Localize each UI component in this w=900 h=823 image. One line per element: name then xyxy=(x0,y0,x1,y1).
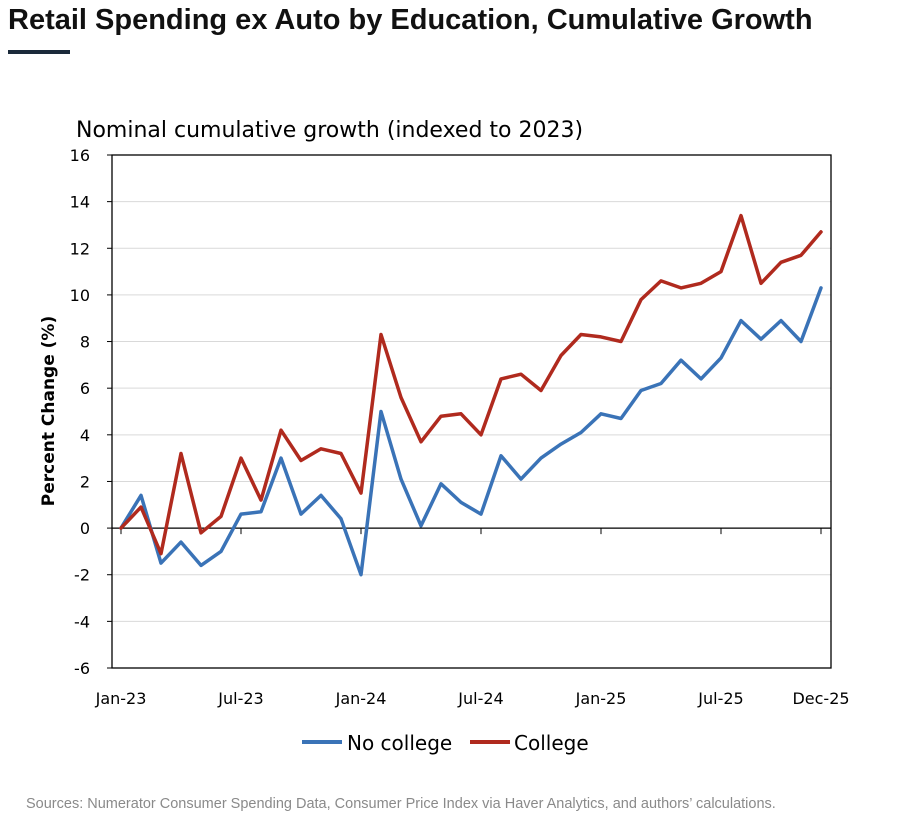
x-tick-label: Jan-23 xyxy=(95,689,147,708)
y-tick-label: 6 xyxy=(80,379,90,398)
x-axis-ticks: Jan-23 Jul-23 Jan-24 Jul-24 Jan-25 Jul-25 Dec-… xyxy=(95,689,850,708)
x-tick-label: Jan-25 xyxy=(575,689,627,708)
x-tick-label: Jan-24 xyxy=(335,689,387,708)
y-tick-label: -6 xyxy=(74,659,90,678)
y-tick-label: 16 xyxy=(70,146,90,165)
source-note: Sources: Numerator Consumer Spending Dat… xyxy=(26,796,776,812)
series-line-college xyxy=(119,213,823,556)
y-tick-label: 14 xyxy=(70,193,90,212)
y-tick-label: -2 xyxy=(74,566,90,585)
x-tick-label: Jul-23 xyxy=(217,689,263,708)
zero-axis xyxy=(112,527,831,535)
title-underline xyxy=(8,50,70,54)
legend-label: No college xyxy=(347,731,452,755)
chart: Nominal cumulative growth (indexed to 20… xyxy=(39,118,850,755)
series-line-no-college xyxy=(119,286,823,577)
legend-label: College xyxy=(514,731,589,755)
series-lines xyxy=(119,213,823,577)
y-axis-label: Percent Change (%) xyxy=(39,316,59,506)
y-tick-label: 12 xyxy=(70,239,90,258)
plot-frame xyxy=(111,154,832,669)
y-tick-label: -4 xyxy=(74,612,90,631)
x-tick-label: Jul-25 xyxy=(697,689,743,708)
page-title: Retail Spending ex Auto by Education, Cu… xyxy=(8,4,813,36)
y-tick-label: 8 xyxy=(80,333,90,352)
chart-subtitle: Nominal cumulative growth (indexed to 20… xyxy=(76,118,583,143)
y-tick-label: 4 xyxy=(80,426,90,445)
x-tick-label: Jul-24 xyxy=(457,689,503,708)
y-tick-label: 0 xyxy=(80,519,90,538)
y-tick-label: 2 xyxy=(80,472,90,491)
y-tick-label: 10 xyxy=(70,286,90,305)
legend: No college College xyxy=(302,731,589,755)
y-axis-ticks: -6 -4 -2 0 2 4 6 8 10 12 14 16 xyxy=(70,146,112,678)
x-tick-label: Dec-25 xyxy=(792,689,849,708)
